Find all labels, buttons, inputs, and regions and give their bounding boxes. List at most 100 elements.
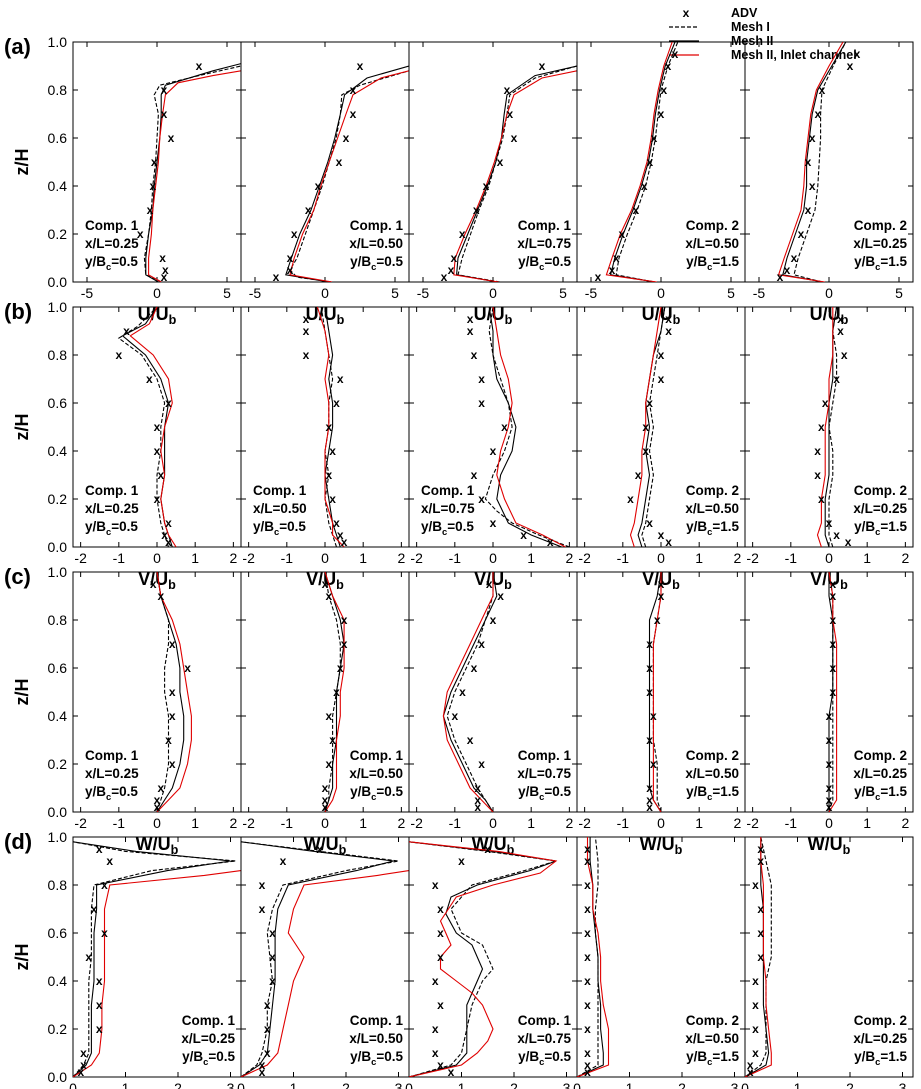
annotation-component: Comp. 2 bbox=[686, 1013, 739, 1028]
adv-point: x bbox=[752, 1022, 759, 1036]
adv-point: x bbox=[752, 1046, 759, 1060]
x-tick-label: 1 bbox=[863, 815, 871, 831]
annotation-x-position: x/L=0.50 bbox=[349, 1031, 403, 1046]
adv-point: x bbox=[146, 372, 153, 386]
y-tick-label: 0.2 bbox=[48, 1021, 68, 1037]
adv-point: x bbox=[471, 348, 478, 362]
x-tick-label: 3 bbox=[563, 1080, 571, 1089]
adv-point: x bbox=[101, 926, 108, 940]
adv-point: x bbox=[437, 950, 444, 964]
x-tick-label: -1 bbox=[449, 815, 462, 831]
panel-annotation: Comp. 2 x/L=0.50 y/Bc=1.5 bbox=[685, 483, 739, 538]
adv-point: x bbox=[432, 1022, 439, 1036]
adv-point: x bbox=[333, 396, 340, 410]
adv-point: x bbox=[287, 251, 294, 265]
series-mesh-i-line bbox=[745, 837, 772, 1077]
adv-point: x bbox=[757, 926, 764, 940]
annotation-component: Comp. 1 bbox=[518, 748, 572, 763]
x-tick-label: 2 bbox=[342, 1080, 350, 1089]
adv-point: x bbox=[805, 155, 812, 169]
annotation-x-position: x/L=0.75 bbox=[517, 236, 571, 251]
adv-point: x bbox=[115, 348, 122, 362]
x-axis-label: V/Ub bbox=[642, 569, 680, 592]
adv-point: x bbox=[159, 251, 166, 265]
adv-point: x bbox=[448, 1065, 455, 1079]
y-axis-label: z/H bbox=[12, 679, 32, 706]
adv-point: x bbox=[474, 800, 481, 814]
adv-point: x bbox=[322, 800, 329, 814]
series-mesh-ii-line bbox=[409, 841, 557, 1077]
adv-point: x bbox=[658, 372, 665, 386]
adv-point: x bbox=[273, 270, 280, 284]
adv-point: x bbox=[826, 800, 833, 814]
series-mesh-i-line bbox=[615, 42, 679, 282]
adv-point: x bbox=[169, 709, 176, 723]
adv-point: x bbox=[337, 372, 344, 386]
annotation-y-position: y/Bc=1.5 bbox=[854, 784, 907, 803]
adv-point: x bbox=[264, 1022, 271, 1036]
annotation-component: Comp. 2 bbox=[686, 748, 739, 763]
x-tick-label: -1 bbox=[113, 550, 126, 566]
row-d: (d)z/H0.00.20.40.60.81.00 1 2 3xxxxxxxxxxxx… bbox=[4, 829, 914, 1089]
series-mesh-ii-line bbox=[145, 63, 241, 282]
annotation-component: Comp. 1 bbox=[85, 483, 139, 498]
y-tick-label: 0.8 bbox=[48, 347, 68, 363]
series-mesh-ii-line bbox=[828, 572, 834, 812]
series-inlet-channel-line bbox=[289, 70, 409, 282]
x-tick-label: 5 bbox=[391, 285, 399, 301]
x-tick-label: 0 bbox=[405, 1080, 413, 1089]
series-inlet-channel-line bbox=[745, 837, 772, 1077]
adv-point: x bbox=[432, 1046, 439, 1060]
adv-point: x bbox=[161, 107, 168, 121]
adv-point: x bbox=[654, 613, 661, 627]
series-mesh-ii-line bbox=[782, 42, 847, 282]
adv-point: x bbox=[757, 854, 764, 868]
series-mesh-ii-line bbox=[456, 65, 577, 282]
x-axis-label: W/Ub bbox=[136, 834, 179, 857]
adv-point: x bbox=[478, 396, 485, 410]
legend-label: Mesh II, Inlet channel bbox=[731, 48, 857, 62]
adv-point: x bbox=[646, 661, 653, 675]
adv-point: x bbox=[437, 926, 444, 940]
adv-point: x bbox=[520, 528, 527, 542]
adv-point: x bbox=[490, 444, 497, 458]
x-tick-label: -1 bbox=[113, 815, 126, 831]
adv-point: x bbox=[818, 420, 825, 434]
adv-point: x bbox=[658, 589, 665, 603]
adv-point: x bbox=[618, 227, 625, 241]
row-label: (a) bbox=[4, 34, 31, 59]
row-label: (d) bbox=[4, 829, 32, 854]
y-tick-label: 0.0 bbox=[48, 1069, 68, 1085]
adv-point: x bbox=[829, 589, 836, 603]
adv-point: x bbox=[474, 793, 481, 807]
series-mesh-i-line bbox=[117, 307, 170, 547]
adv-point: x bbox=[169, 637, 176, 651]
x-tick-label: 1 bbox=[695, 815, 703, 831]
adv-point: x bbox=[441, 270, 448, 284]
x-axis-label: W/Ub bbox=[304, 834, 347, 857]
series-mesh-i-line bbox=[484, 307, 570, 547]
annotation-component: Comp. 2 bbox=[854, 748, 907, 763]
series-mesh-i-line bbox=[828, 307, 838, 547]
annotation-y-position: y/Bc=0.5 bbox=[518, 254, 571, 273]
adv-point: x bbox=[123, 324, 130, 338]
annotation-component: Comp. 2 bbox=[854, 1013, 907, 1028]
adv-point: x bbox=[432, 974, 439, 988]
x-tick-label: 1 bbox=[359, 815, 367, 831]
panel-annotation: Comp. 2 x/L=0.25 y/Bc=1.5 bbox=[853, 1013, 907, 1068]
x-tick-label: -1 bbox=[281, 550, 294, 566]
adv-point: x bbox=[833, 528, 840, 542]
adv-point: x bbox=[819, 83, 826, 97]
y-tick-label: 0.2 bbox=[48, 226, 68, 242]
adv-point: x bbox=[584, 842, 591, 856]
series-mesh-ii-line bbox=[156, 572, 185, 812]
adv-point: x bbox=[341, 613, 348, 627]
adv-point: x bbox=[837, 312, 844, 326]
